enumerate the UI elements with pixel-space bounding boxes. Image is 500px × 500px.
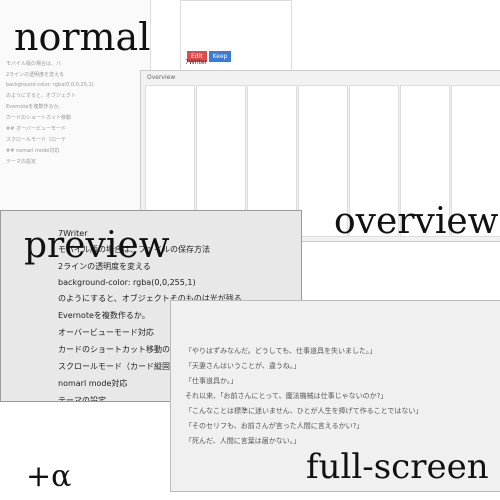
overview-column: [349, 85, 399, 237]
overview-column: [400, 85, 450, 237]
buttons: Edit Keep: [187, 43, 233, 62]
fullscreen-line: 「こんなことは標準に迷いません、ひとが人生を捧げて作ることではない」: [185, 407, 423, 415]
label-fullscreen: full-screen: [306, 447, 489, 487]
normal-line: モバイル版の場合は、バ: [6, 61, 62, 67]
normal-line: カードのショートカット移動: [6, 115, 72, 121]
preview-line: 2ラインの透明度を変える: [58, 262, 151, 271]
preview-line: オーバービューモード対応: [58, 328, 154, 337]
normal-line: ## オーバービューモード: [6, 126, 66, 132]
normal-line: のようにすると、オブジェクト: [6, 93, 76, 99]
field[interactable]: 7Writer: [185, 59, 208, 66]
overview-column: [298, 85, 348, 237]
preview-line: 7Writer: [58, 229, 88, 238]
normal-line: 2ラインの透明度を変える: [6, 72, 65, 78]
label-normal: normal: [14, 15, 151, 59]
normal-line: Evernoteを複数作るか。: [6, 104, 64, 110]
fullscreen-lines: 「やりはずみなんだ。どうしても、仕事道具を失いました。」 「天妻さんはいうことが、…: [171, 341, 436, 451]
preview-line: テーマの設定: [58, 396, 106, 402]
preview-line: nomarl mode対応: [58, 379, 128, 388]
keep-button[interactable]: Keep: [208, 51, 232, 62]
fullscreen-line: 「やりはずみなんだ。どうしても、仕事道具を失いました。」: [185, 347, 377, 355]
fullscreen-line: 「そのセリフも、お前さんが言った人間に言えるかい?」: [185, 422, 364, 430]
normal-lines: モバイル版の場合は、バ 2ラインの透明度を変える background-color:…: [0, 56, 150, 169]
overview-column: [451, 85, 500, 237]
normal-line: スクロールモード（ローテ: [6, 137, 67, 143]
fullscreen-line: それ以来、「お前さんにとって、魔法機械は仕事じゃないのか?」: [185, 392, 388, 400]
normal-panel: モバイル版の場合は、バ 2ラインの透明度を変える background-color:…: [0, 0, 151, 210]
normal-line: ## nomarl mode対応: [6, 148, 60, 154]
preview-line: のようにすると、オブジェクトそのものは光が残る: [58, 294, 242, 303]
preview-line: モバイル版の場合は、ファイルの保存方法: [58, 245, 210, 254]
normal-line: background-color: rgba(0,0,0,25,1): [6, 82, 94, 88]
preview-line: background-color: rgba(0,0,255,1): [58, 278, 196, 287]
label-overview: overview: [334, 201, 499, 242]
fullscreen-line: 「天妻さんはいうことが、違うね。」: [185, 362, 301, 370]
edit-button[interactable]: Edit: [187, 51, 207, 62]
overview-tab: Overview: [147, 74, 176, 81]
normal-line: テーマの設定: [6, 159, 37, 165]
preview-line: Evernoteを複数作るか。: [58, 311, 150, 320]
fullscreen-line: 「死んだ、人間に言葉は届かない。」: [185, 437, 301, 445]
editor-box: Edit Keep 7Writer: [180, 0, 292, 72]
fullscreen-panel: 「やりはずみなんだ。どうしても、仕事道具を失いました。」 「天妻さんはいうことが、…: [170, 300, 500, 492]
label-plus-alpha: +α: [26, 459, 72, 494]
label-preview: preview: [24, 225, 170, 266]
fullscreen-line: 「仕事道具か。」: [185, 377, 238, 385]
